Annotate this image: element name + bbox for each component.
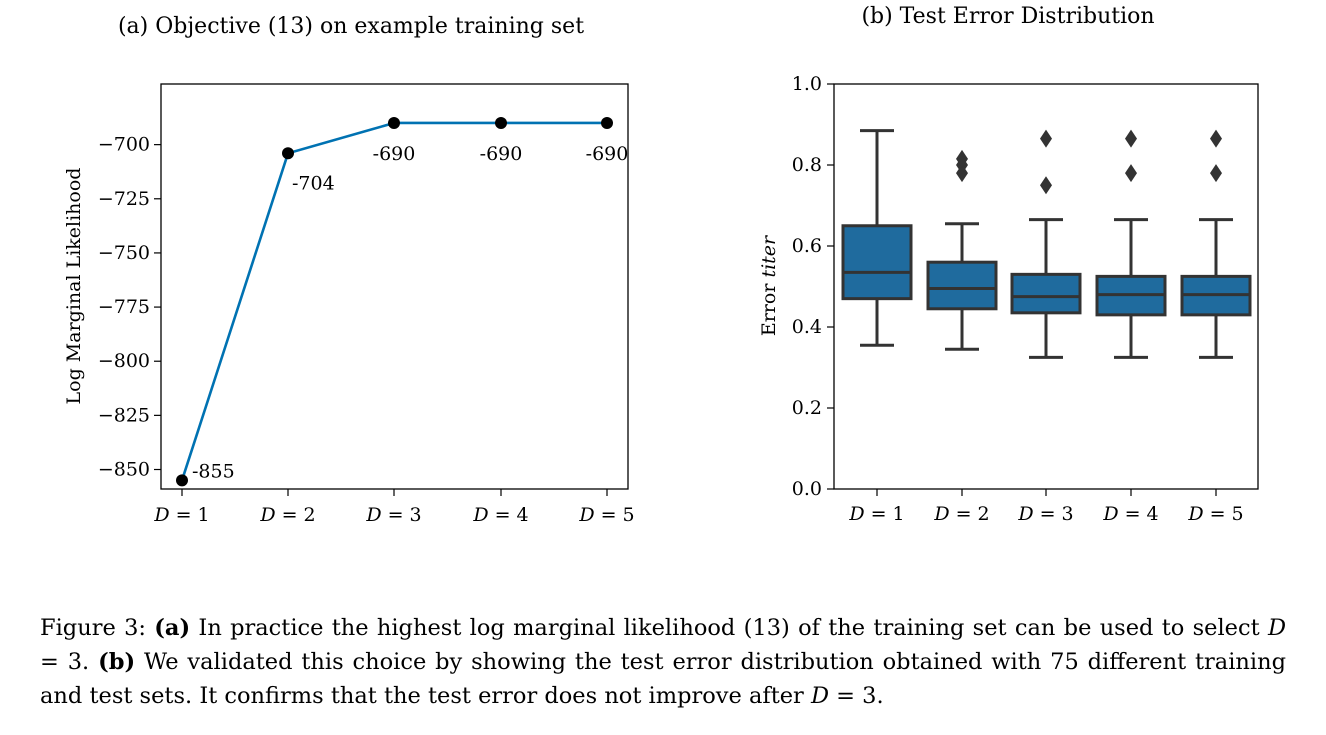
chart-a-title: (a) Objective (13) on example training s… [118,14,584,39]
caption-a-label: (a) [154,615,191,641]
chart-b-xtick-label: D = 4 [1102,503,1158,525]
chart-a-point [601,116,613,129]
chart-b-xtick-label: D = 3 [1017,503,1073,525]
chart-a-xtick-label: D = 1 [153,504,209,526]
chart-b-outlier [1210,164,1222,183]
chart-b-test-error: (b) Test Error Distribution Error titer … [758,4,1259,525]
chart-b-ytick-label: 0.0 [792,478,822,500]
chart-b-outlier [1125,164,1137,183]
chart-a-ytick-label: −800 [98,350,150,372]
chart-b-ylabel-italic: titer [758,234,780,278]
chart-b-ylabel: Error titer [758,234,780,336]
chart-a-marks: −700 −725 −750 −775 −800 −825 −850 D = 1 D = 2 D … [98,116,635,526]
chart-b-ytick-label: 0.6 [792,235,822,257]
figure-caption: Figure 3: (a) In practice the highest lo… [40,611,1286,713]
chart-b-ytick-label: 0.4 [792,316,822,338]
chart-a-ytick-label: −825 [98,404,150,426]
chart-b-box [1010,272,1082,315]
chart-a-point [388,116,400,129]
chart-b-box [926,260,998,311]
chart-a-frame [160,83,629,490]
chart-b-outlier [1125,129,1137,148]
chart-a-ytick-label: −775 [98,296,150,318]
chart-a-point [282,147,294,160]
chart-a-ytick-label: −750 [98,242,150,264]
caption-b-text-2: = 3. [829,683,884,709]
chart-a-xtick-label: D = 5 [578,504,634,526]
caption-b-text-1: We validated this choice by showing the … [40,649,1287,709]
caption-b-math: D [810,683,830,709]
chart-a-xtick-label: D = 3 [365,504,421,526]
chart-a-data-label: -690 [480,143,523,165]
caption-b-label: (b) [98,649,136,675]
chart-a-ytick-label: −850 [98,459,150,481]
chart-a-ytick-label: −700 [98,134,150,156]
chart-a-ytick-label: −725 [98,188,150,210]
chart-b-xtick-label: D = 1 [848,503,904,525]
chart-a-xtick-label: D = 4 [472,504,528,526]
chart-b-marks: 0.0 0.2 0.4 0.6 0.8 1.0 D = 1 D = 2 D = 3 D = 4 D … [792,73,1252,525]
chart-a-data-label: -690 [586,143,629,165]
chart-a-point [176,474,188,487]
chart-b-frame [833,83,1259,490]
chart-a-ylabel: Log Marginal Likelihood [63,168,85,405]
chart-b-outlier [1040,176,1052,195]
chart-b-ytick-label: 1.0 [792,73,822,95]
figure-panels: (a) Objective (13) on example training s… [63,4,1259,526]
chart-b-ytick-label: 0.2 [792,397,822,419]
chart-b-ylabel-prefix: Error [758,278,780,337]
chart-a-data-label: -690 [373,143,416,165]
caption-figure-label: Figure 3: [40,615,155,641]
chart-b-xtick-label: D = 5 [1187,503,1243,525]
chart-a-data-label: -704 [292,172,335,194]
chart-b-xtick-label: D = 2 [933,503,989,525]
caption-a-text-1: In practice the highest log marginal lik… [190,615,1268,641]
chart-a-xtick-label: D = 2 [259,504,315,526]
chart-b-outlier [1210,129,1222,148]
chart-b-box [841,224,913,301]
chart-a-point [495,116,507,129]
chart-b-ytick-label: 0.8 [792,154,822,176]
chart-b-title: (b) Test Error Distribution [861,4,1154,29]
chart-b-outlier [1040,129,1052,148]
caption-a-math: D [1267,615,1286,641]
chart-a-objective: (a) Objective (13) on example training s… [63,14,635,526]
chart-b-outlier [956,149,968,168]
chart-a-data-label: -855 [192,460,235,482]
chart-a-series-line [180,121,607,481]
caption-a-text-2: = 3. [40,649,99,675]
